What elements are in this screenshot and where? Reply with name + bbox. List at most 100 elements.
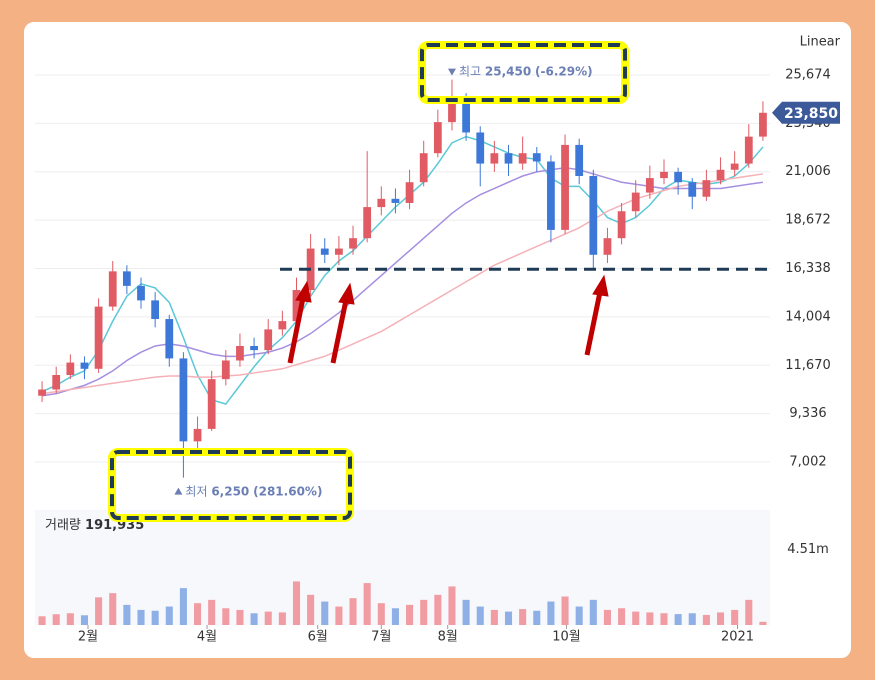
volume-bar <box>165 606 173 625</box>
candle-body <box>278 321 287 330</box>
x-tick-label: 8월 <box>438 630 458 645</box>
moving-average <box>41 135 764 405</box>
annotation-marker <box>447 68 456 76</box>
candle-body <box>236 345 244 361</box>
candle-body <box>207 379 216 429</box>
candle-body <box>674 171 683 183</box>
volume-bar <box>321 601 329 625</box>
volume-bar <box>476 606 484 625</box>
x-tick-label: 7월 <box>371 630 391 645</box>
volume-bar <box>194 603 202 625</box>
volume-bar <box>745 599 753 625</box>
highlight-box <box>110 450 352 520</box>
volume-bar <box>448 586 456 625</box>
volume-bar <box>292 581 301 625</box>
volume-bar <box>702 614 710 625</box>
volume-bar <box>716 612 725 625</box>
volume-bar <box>632 611 640 625</box>
candle-body <box>38 389 46 396</box>
volume-bar <box>674 614 682 625</box>
volume-bar <box>151 610 159 625</box>
volume-bar <box>589 599 597 625</box>
moving-average <box>41 166 764 397</box>
volume-bar <box>335 606 343 625</box>
scale-label: Linear <box>800 35 841 50</box>
y-tick-label: 21,006 <box>785 164 831 179</box>
candle-body <box>292 290 301 322</box>
x-tick-label: 6월 <box>308 630 328 645</box>
arrows <box>287 274 609 364</box>
x-tick-label: 2021 <box>721 630 754 645</box>
volume-bar <box>349 598 357 625</box>
annotation: 최고 25,450 (-6.29%) <box>459 64 593 78</box>
volume-bar <box>66 613 74 625</box>
arrow <box>287 297 306 364</box>
candle-body <box>744 136 753 164</box>
candle-body <box>151 300 160 320</box>
volume-pane <box>35 510 770 625</box>
candle-body <box>264 329 273 351</box>
candle-body <box>165 319 174 359</box>
highlight-box <box>420 43 627 102</box>
volume-label: 거래량 <box>45 518 81 533</box>
candle-body <box>221 360 230 380</box>
annotation-part: 25,450 <box>485 64 531 78</box>
layers: 7,002 9,336 11,670 14,004 16,338 18,672 21,006… <box>35 64 840 645</box>
candle-body <box>391 198 400 203</box>
arrow-head <box>592 274 609 297</box>
volume-bar <box>731 609 739 625</box>
y-tick-label: 9,336 <box>789 406 826 421</box>
candle-body <box>759 112 767 137</box>
y-tick-label: 16,338 <box>785 261 831 276</box>
moving-average <box>41 173 764 395</box>
annotation-part: (281.60%) <box>253 484 322 498</box>
volume-bar <box>561 596 569 625</box>
candle-body <box>433 122 442 154</box>
volume-bar <box>391 608 399 625</box>
arrow-head <box>295 280 312 303</box>
candle-body <box>547 161 555 230</box>
candle-body <box>122 271 131 286</box>
candle-body <box>137 285 145 301</box>
candle-body <box>405 182 414 203</box>
volume-bar <box>420 599 428 625</box>
price-tag-label: 23,850 <box>784 106 838 122</box>
arrow-head <box>338 282 355 305</box>
candle-body <box>575 144 584 177</box>
y-tick-label: 4.51m <box>787 542 829 557</box>
candle-body <box>730 163 739 170</box>
y-tick-label: 7,002 <box>789 455 826 470</box>
candle-body <box>94 306 103 369</box>
candle-body <box>518 153 527 164</box>
volume-bar <box>519 609 527 625</box>
candle-body <box>603 238 612 255</box>
volume-bar <box>646 612 654 625</box>
y-tick-label: 18,672 <box>785 213 831 228</box>
candle-body <box>660 171 668 179</box>
volume-bar <box>38 616 46 625</box>
volume-bar <box>222 608 230 625</box>
annotation-part: (-6.29%) <box>535 64 593 78</box>
volume-bar <box>575 606 583 625</box>
candle-body <box>52 375 61 390</box>
candle-body <box>561 144 569 230</box>
candle-body <box>462 99 470 133</box>
volume-bar <box>660 613 668 625</box>
volume-bar <box>688 613 696 625</box>
candle-body <box>645 178 654 193</box>
candle-body <box>363 207 372 239</box>
volume-bar <box>264 611 272 625</box>
candle-body <box>193 428 202 442</box>
candle-body <box>108 271 117 307</box>
volume-bar <box>236 609 244 625</box>
candle-body <box>476 132 485 164</box>
candle-body <box>66 362 75 376</box>
volume-bar <box>109 593 117 625</box>
candle-body <box>532 153 541 162</box>
volume-bar <box>123 604 131 625</box>
x-tick-label: 4월 <box>197 630 217 645</box>
candle-body <box>490 153 499 164</box>
volume-bar <box>307 594 315 625</box>
y-tick-label: 14,004 <box>785 309 831 324</box>
